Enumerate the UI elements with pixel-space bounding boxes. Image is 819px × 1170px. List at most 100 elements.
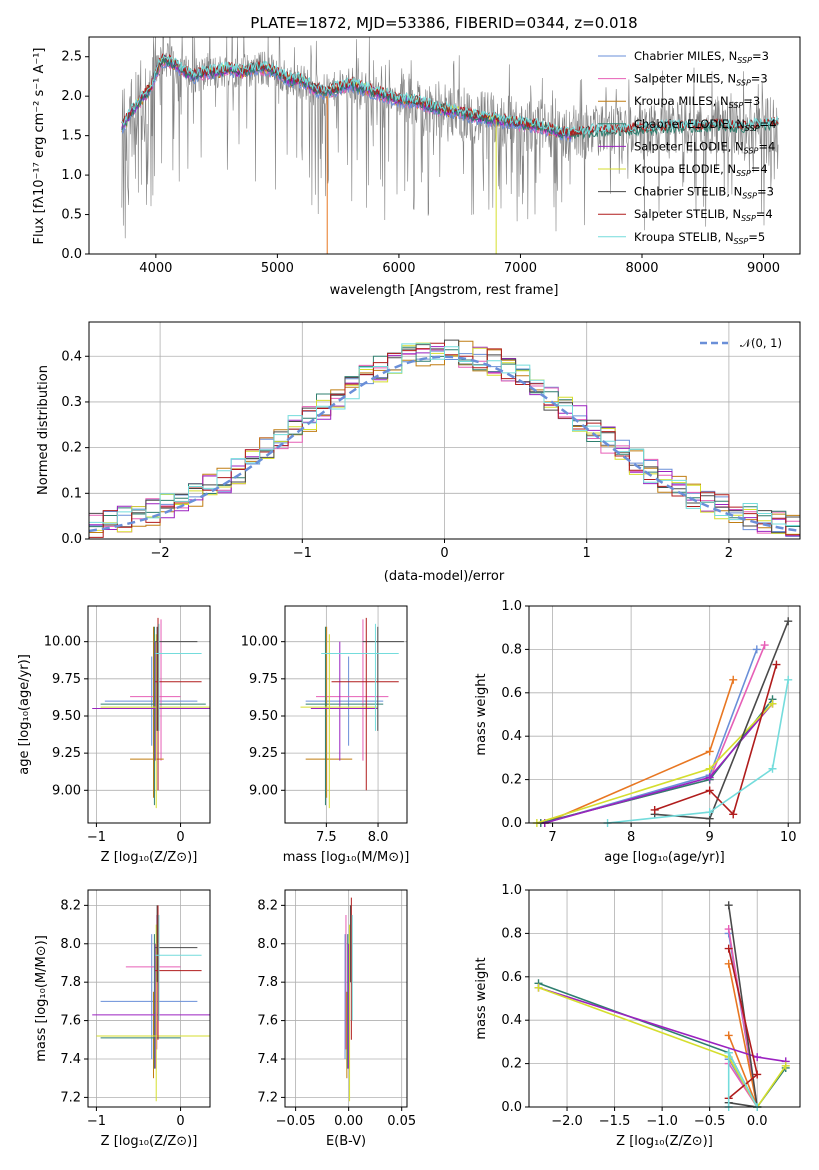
y-tick-label: 8.2 — [257, 898, 278, 913]
y-tick-label: 0.4 — [501, 1013, 522, 1028]
x-axis-label: E(B-V) — [326, 1134, 366, 1149]
x-axis-label: Z [log₁₀(Z/Z⊙)] — [616, 1134, 713, 1149]
mass-weight-marker — [772, 660, 781, 669]
y-tick-label: 8.2 — [60, 898, 81, 913]
legend-label: Chabrier STELIB, NSSP=3 — [634, 185, 774, 201]
y-tick-label: 2.5 — [61, 50, 82, 65]
mass-weight-marker — [705, 764, 714, 773]
weight-vs-age-panel: 7 8 9 10 0.0 0.2 0.4 0.6 0.8 1.0 age [log₁₀(age/yr… — [474, 599, 801, 865]
residual-x-label: (data-model)/error — [384, 569, 505, 584]
y-tick-label: 0.2 — [501, 773, 522, 788]
mass-weight-marker — [650, 805, 659, 814]
y-axis-label: mass weight — [474, 673, 489, 755]
x-tick-label: 0 — [176, 830, 184, 845]
mass-weight-marker — [781, 1061, 790, 1070]
y-tick-label: 0.4 — [61, 349, 82, 364]
y-tick-label: 0.8 — [501, 642, 522, 657]
x-tick-label: 0 — [176, 1114, 184, 1129]
legend-label: Salpeter ELODIE, NSSP=4 — [634, 139, 775, 155]
y-tick-label: 0.0 — [61, 247, 82, 262]
x-axis-label: age [log₁₀(age/yr)] — [604, 850, 725, 865]
mass-weight-marker — [768, 699, 777, 708]
y-axis-label: mass weight — [474, 957, 489, 1039]
x-tick-label: −2.0 — [551, 1114, 583, 1129]
y-tick-label: 0.2 — [501, 1057, 522, 1072]
legend-label: Salpeter STELIB, NSSP=4 — [634, 207, 773, 223]
mass-weight-marker — [784, 617, 793, 626]
y-tick-label: 2.0 — [61, 89, 82, 104]
age-vs-metallicity-panel: −1 0 9.00 9.25 9.50 9.75 10.00 Z [log₁₀(Z/Z⊙)] a… — [17, 605, 211, 865]
y-tick-label: 8.0 — [257, 937, 278, 952]
spectrum-panel: PLATE=1872, MJD=53386, FIBERID=0344, z=0… — [32, 14, 801, 298]
spectrum-ticks: 4000 5000 6000 7000 8000 9000 0.0 0.5 1.0 1.5 2.0 2… — [61, 50, 780, 276]
y-tick-label: 1.0 — [61, 168, 82, 183]
axes-frame — [284, 605, 408, 824]
x-tick-label: 1 — [583, 546, 591, 561]
y-tick-label: 7.2 — [60, 1090, 81, 1105]
y-tick-label: 1.0 — [501, 883, 522, 898]
legend-label: Kroupa ELODIE, NSSP=4 — [634, 162, 768, 178]
y-tick-label: 1.5 — [61, 129, 82, 144]
x-tick-label: 0.05 — [387, 1114, 416, 1129]
x-axis-label: Z [log₁₀(Z/Z⊙)] — [101, 1134, 198, 1149]
x-tick-label: −1 — [87, 830, 106, 845]
mass-weight-marker — [753, 1070, 762, 1079]
spectrum-y-label: Flux [fλ10⁻¹⁷ erg cm⁻² s⁻¹ A⁻¹] — [32, 48, 47, 245]
x-tick-label: −2 — [151, 546, 170, 561]
y-tick-label: 10.00 — [44, 635, 81, 650]
y-tick-label: 9.25 — [249, 746, 278, 761]
x-tick-label: −1 — [293, 546, 312, 561]
axes-frame — [87, 605, 211, 824]
mass-weight-marker — [705, 747, 714, 756]
x-axis-label: mass [log₁₀(M/M⊙)] — [283, 850, 410, 865]
y-axis-label: mass [log₁₀(M/M⊙)] — [34, 935, 49, 1062]
x-tick-label: −0.5 — [694, 1114, 726, 1129]
mass-weight-marker — [752, 645, 761, 654]
y-tick-label: 8.0 — [60, 937, 81, 952]
residual-y-label: Normed distribution — [36, 365, 51, 495]
x-tick-label: 7000 — [504, 261, 537, 276]
legend-label: Kroupa STELIB, NSSP=5 — [634, 230, 765, 246]
spectrum-x-label: wavelength [Angstrom, rest frame] — [330, 283, 559, 298]
mass-weight-marker — [724, 944, 733, 953]
residual-panel: −2 −1 0 1 2 0.0 0.1 0.2 0.3 0.4 𝒩(0, 1) (data-mod… — [36, 321, 801, 584]
legend-label: Chabrier ELODIE, NSSP=4 — [634, 117, 776, 133]
residual-histogram-step — [89, 340, 800, 533]
x-tick-label: −1.0 — [646, 1114, 678, 1129]
mass-weight-marker — [705, 786, 714, 795]
y-tick-label: 7.2 — [257, 1090, 278, 1105]
mass-weight-marker — [784, 675, 793, 684]
spectrum-frame — [88, 36, 801, 255]
x-tick-label: 5000 — [261, 261, 294, 276]
y-tick-label: 9.00 — [52, 783, 81, 798]
x-tick-label: 0 — [440, 546, 448, 561]
axes-frame — [284, 889, 408, 1108]
y-tick-label: 0.5 — [61, 208, 82, 223]
y-tick-label: 0.6 — [501, 686, 522, 701]
x-tick-label: 9 — [706, 830, 714, 845]
y-tick-label: 1.0 — [501, 599, 522, 614]
model-spectrum-line — [121, 53, 779, 136]
mass-weight-marker — [753, 1053, 762, 1062]
y-tick-label: 7.4 — [257, 1052, 278, 1067]
legend-label: Chabrier MILES, NSSP=3 — [634, 49, 769, 65]
mass-weight-marker — [768, 764, 777, 773]
x-tick-label: 8000 — [625, 261, 658, 276]
spectrum-lines — [121, 37, 779, 254]
y-tick-label: 7.8 — [60, 975, 81, 990]
y-tick-label: 9.50 — [249, 709, 278, 724]
normal-legend-label: 𝒩(0, 1) — [740, 336, 782, 350]
x-tick-label: 8.0 — [368, 830, 389, 845]
x-tick-label: 10 — [780, 830, 797, 845]
axes-frame — [528, 605, 801, 824]
y-axis-label: age [log₁₀(age/yr)] — [17, 654, 32, 775]
mass-weight-line — [607, 679, 789, 824]
x-tick-label: 8 — [627, 830, 635, 845]
axes-frame — [528, 889, 801, 1108]
residual-frame — [88, 321, 801, 540]
y-tick-label: 0.3 — [61, 395, 82, 410]
y-tick-label: 0.4 — [501, 729, 522, 744]
weight-vs-metallicity-panel: −2.0 −1.5 −1.0 −0.5 0.0 0.0 0.2 0.4 0.6 0.8 1.0 Z [… — [474, 883, 801, 1149]
mass-vs-metallicity-panel: −1 0 7.2 7.4 7.6 7.8 8.0 8.2 Z [log₁₀(Z/Z⊙)] mass… — [34, 889, 211, 1149]
